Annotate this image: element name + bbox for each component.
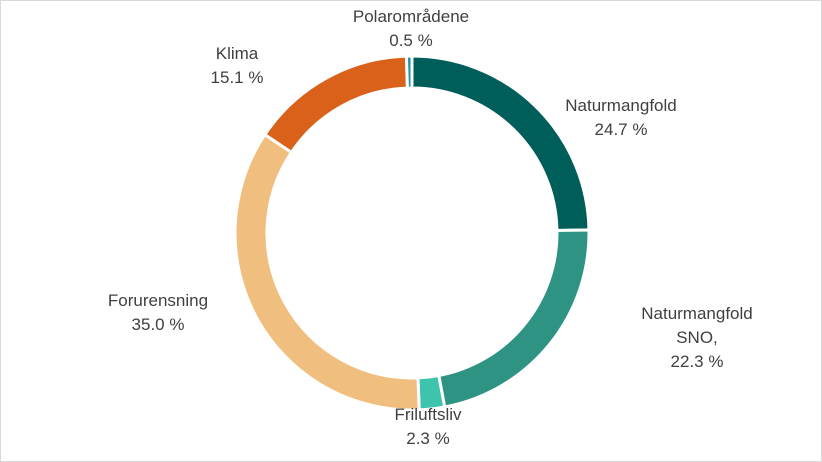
slice-naturmangfold bbox=[410, 54, 591, 233]
slice-label-line: Forurensning bbox=[108, 291, 208, 310]
slice-label-line: Friluftsliv bbox=[394, 405, 462, 424]
slice-label-naturmangfold-sno: Naturmangfold SNO, 22.3 % bbox=[641, 304, 753, 371]
slice-label-polaromradene: Polarområdene 0.5 % bbox=[353, 7, 469, 50]
slice-forurensning bbox=[233, 132, 421, 412]
donut-labels: Naturmangfold 24.7 % Naturmangfold SNO, 22.3… bbox=[108, 7, 753, 448]
slice-label-line: 24.7 % bbox=[595, 120, 648, 139]
slice-label-line: 0.5 % bbox=[389, 31, 432, 50]
slice-label-friluftsliv: Friluftsliv 2.3 % bbox=[394, 405, 462, 448]
slice-label-naturmangfold: Naturmangfold 24.7 % bbox=[565, 96, 677, 139]
slice-polaromradene bbox=[404, 54, 414, 90]
slice-label-line: Naturmangfold bbox=[641, 304, 753, 323]
slice-naturmangfold-sno bbox=[436, 228, 591, 409]
slice-label-line: 2.3 % bbox=[406, 429, 449, 448]
slice-label-line: 15.1 % bbox=[211, 68, 264, 87]
slice-label-klima: Klima 15.1 % bbox=[211, 44, 264, 87]
slice-label-line: Naturmangfold bbox=[565, 96, 677, 115]
slice-label-line: SNO, bbox=[676, 328, 718, 347]
slice-label-line: Klima bbox=[216, 44, 259, 63]
slice-label-forurensning: Forurensning 35.0 % bbox=[108, 291, 208, 334]
slice-klima bbox=[262, 54, 409, 155]
slice-label-line: Polarområdene bbox=[353, 7, 469, 26]
donut-slices bbox=[233, 54, 591, 412]
slice-label-line: 22.3 % bbox=[671, 352, 724, 371]
slice-label-line: 35.0 % bbox=[132, 315, 185, 334]
